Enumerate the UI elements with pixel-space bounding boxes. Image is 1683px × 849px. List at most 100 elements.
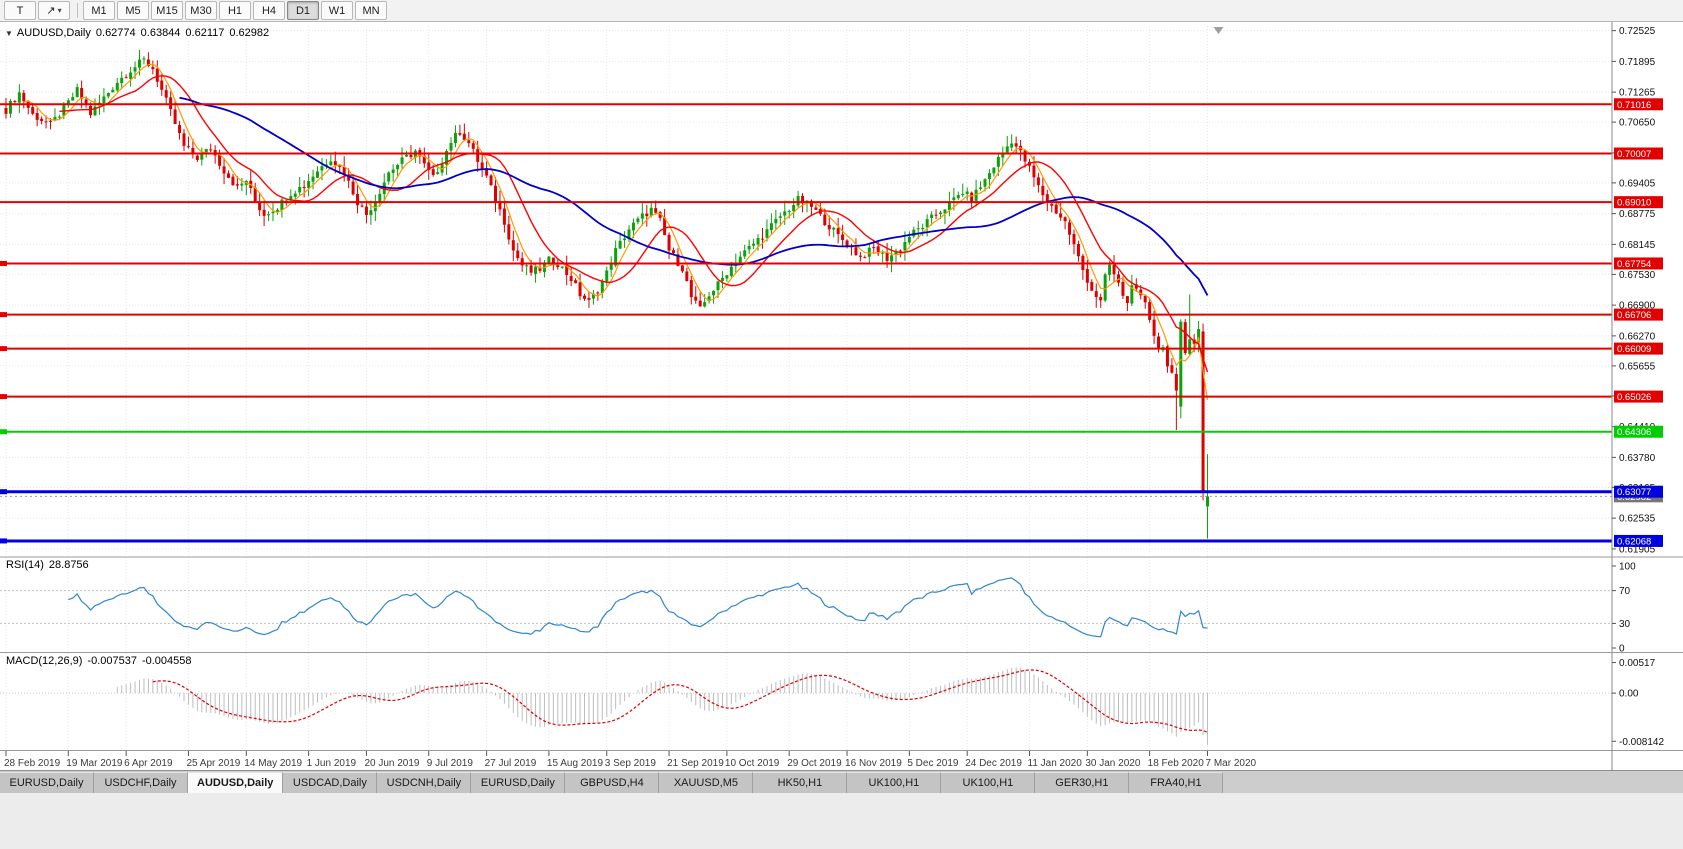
svg-text:30: 30	[1619, 619, 1631, 630]
line-left-marker-0.63077[interactable]	[0, 489, 7, 495]
svg-text:0.70007: 0.70007	[1617, 149, 1651, 160]
chart-tab-hk50-h1[interactable]: HK50,H1	[753, 772, 848, 793]
chart-tab-xauusd-m5[interactable]: XAUUSD,M5	[659, 772, 754, 793]
chart-tab-audusd-daily[interactable]: AUDUSD,Daily	[188, 772, 284, 793]
chart-tab-bar: EURUSD,Daily USDCHF,Daily AUDUSD,Daily USDC…	[0, 770, 1683, 793]
svg-text:6 Apr 2019: 6 Apr 2019	[124, 758, 173, 769]
chart-shift-marker[interactable]	[1213, 27, 1224, 34]
svg-text:1 Jun 2019: 1 Jun 2019	[307, 758, 357, 769]
level-badge-0.62068	[1614, 534, 1663, 547]
svg-text:0.71016: 0.71016	[1617, 100, 1651, 111]
macd-panel	[0, 667, 1612, 746]
svg-text:-0.008142: -0.008142	[1619, 737, 1664, 748]
rsi-panel	[0, 577, 1612, 638]
svg-text:0.66706: 0.66706	[1617, 310, 1651, 321]
svg-text:28 Feb 2019: 28 Feb 2019	[4, 758, 61, 769]
svg-text:0.71265: 0.71265	[1619, 88, 1656, 99]
svg-text:0.72525: 0.72525	[1619, 26, 1656, 37]
arrow-tool-icon: ↗	[46, 5, 56, 17]
level-badge-0.66706	[1614, 308, 1663, 321]
collapse-chart-icon[interactable]: ▼	[5, 29, 13, 38]
chart-tab-gbpusd-h4[interactable]: GBPUSD,H4	[565, 772, 660, 793]
svg-text:100: 100	[1619, 562, 1636, 573]
chart-canvas[interactable]: 0.725250.718950.712650.706500.700200.694…	[0, 0, 1683, 792]
chart-plot-area[interactable]	[0, 26, 1612, 750]
chart-tab-usdcad-daily[interactable]: USDCAD,Daily	[283, 772, 378, 793]
timeframe-button-m15[interactable]: M15	[151, 1, 183, 20]
grid-layer	[0, 26, 1612, 750]
svg-text:20 Jun 2019: 20 Jun 2019	[364, 758, 419, 769]
level-badge-0.69010	[1614, 196, 1663, 209]
svg-text:30 Jan 2020: 30 Jan 2020	[1085, 758, 1140, 769]
line-left-marker-0.65026[interactable]	[0, 394, 7, 400]
svg-text:29 Oct 2019: 29 Oct 2019	[787, 758, 842, 769]
svg-text:0.71895: 0.71895	[1619, 57, 1656, 68]
line-left-marker-0.64306[interactable]	[0, 429, 7, 435]
svg-text:27 Jul 2019: 27 Jul 2019	[485, 758, 537, 769]
svg-text:0.66009: 0.66009	[1617, 344, 1651, 355]
svg-text:0.00: 0.00	[1619, 689, 1639, 700]
svg-text:0.68145: 0.68145	[1619, 240, 1656, 251]
svg-text:9 Jul 2019: 9 Jul 2019	[427, 758, 474, 769]
svg-text:15 Aug 2019: 15 Aug 2019	[547, 758, 604, 769]
chart-tab-eurusd-daily[interactable]: EURUSD,Daily	[0, 772, 94, 793]
timeframe-button-m30[interactable]: M30	[185, 1, 217, 20]
svg-text:0.65026: 0.65026	[1617, 392, 1651, 403]
svg-text:19 Mar 2019: 19 Mar 2019	[66, 758, 123, 769]
svg-text:0.63077: 0.63077	[1617, 487, 1651, 498]
line-left-marker-0.66009[interactable]	[0, 346, 7, 352]
svg-text:0.70650: 0.70650	[1619, 118, 1656, 129]
svg-text:3 Sep 2019: 3 Sep 2019	[605, 758, 657, 769]
chart-tab-usdcnh-daily[interactable]: USDCNH,Daily	[377, 772, 472, 793]
toolbar: T ↗ ▾ M1 M5 M15 M30 H1 H4 D1 W1 MN	[0, 0, 1683, 22]
svg-text:0.66900: 0.66900	[1619, 301, 1656, 312]
svg-text:0: 0	[1619, 644, 1625, 655]
timeframe-button-m5[interactable]: M5	[117, 1, 149, 20]
svg-text:10 Oct 2019: 10 Oct 2019	[725, 758, 780, 769]
svg-text:21 Sep 2019: 21 Sep 2019	[667, 758, 724, 769]
svg-text:0.62535: 0.62535	[1619, 514, 1656, 525]
svg-text:0.69405: 0.69405	[1619, 178, 1656, 189]
level-badge-0.67754	[1614, 257, 1663, 270]
svg-text:0.67754: 0.67754	[1617, 259, 1651, 270]
line-left-marker-0.67754[interactable]	[0, 260, 7, 266]
svg-text:14 May 2019: 14 May 2019	[244, 758, 302, 769]
svg-text:0.00517: 0.00517	[1619, 658, 1656, 669]
text-tool-button[interactable]: T	[4, 1, 36, 20]
svg-text:18 Feb 2020: 18 Feb 2020	[1148, 758, 1205, 769]
chart-tab-uk100-h1[interactable]: UK100,H1	[847, 772, 942, 793]
timeframe-button-d1[interactable]: D1	[287, 1, 319, 20]
timeframe-button-h1[interactable]: H1	[219, 1, 251, 20]
timeframe-button-mn[interactable]: MN	[355, 1, 387, 20]
timeframe-button-h4[interactable]: H4	[253, 1, 285, 20]
chart-tab-usdchf-daily[interactable]: USDCHF,Daily	[94, 772, 188, 793]
chart-tab-eurusd-daily[interactable]: EURUSD,Daily	[471, 772, 566, 793]
level-badge-0.66009	[1614, 342, 1663, 355]
svg-text:0.66270: 0.66270	[1619, 331, 1656, 342]
svg-text:0.64306: 0.64306	[1617, 427, 1651, 438]
chart-tab-uk100-h1[interactable]: UK100,H1	[941, 772, 1036, 793]
timeframe-button-w1[interactable]: W1	[321, 1, 353, 20]
level-badge-0.65026	[1614, 390, 1663, 403]
toolbar-separator	[77, 3, 78, 18]
line-left-marker-0.66706[interactable]	[0, 312, 7, 318]
price-axis-badges: 0.629820.710160.700070.690100.677540.667…	[1614, 98, 1663, 547]
svg-text:11 Jan 2020: 11 Jan 2020	[1028, 758, 1083, 769]
line-left-marker-0.62068[interactable]	[0, 538, 7, 544]
svg-text:0.63780: 0.63780	[1619, 453, 1656, 464]
svg-text:16 Nov 2019: 16 Nov 2019	[845, 758, 902, 769]
timeframe-button-m1[interactable]: M1	[83, 1, 115, 20]
svg-text:0.69010: 0.69010	[1617, 198, 1651, 209]
level-badge-0.71016	[1614, 98, 1663, 111]
timeframe-button-group: M1 M5 M15 M30 H1 H4 D1 W1 MN	[83, 1, 389, 20]
caret-down-icon: ▾	[57, 6, 62, 15]
level-badge-0.63077	[1614, 485, 1663, 498]
svg-text:70: 70	[1619, 586, 1631, 597]
level-badge-0.70007	[1614, 147, 1663, 160]
chart-tab-fra40-h1[interactable]: FRA40,H1	[1129, 772, 1224, 793]
date-axis[interactable]: 28 Feb 2019 19 Mar 2019 6 Apr 2019 25 Apr 2…	[4, 751, 1257, 769]
arrow-tool-button[interactable]: ↗ ▾	[38, 1, 70, 20]
chart-tab-ger30-h1[interactable]: GER30,H1	[1035, 772, 1130, 793]
svg-text:25 Apr 2019: 25 Apr 2019	[186, 758, 240, 769]
